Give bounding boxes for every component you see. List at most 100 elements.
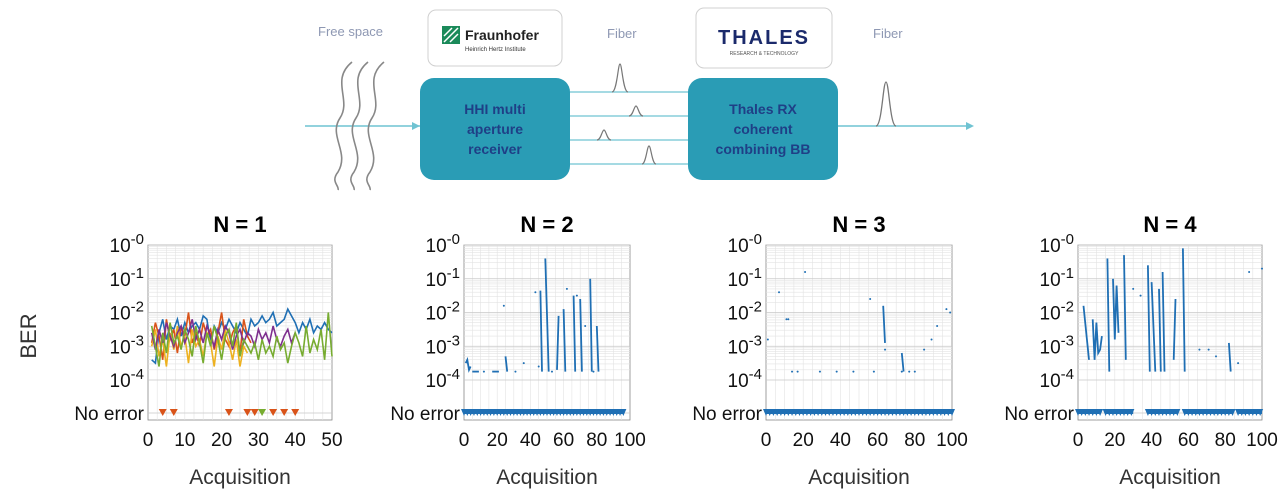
y-tick-label: 10-4 (1040, 366, 1074, 392)
fraunhofer-logo-name: Fraunhofer (465, 27, 539, 43)
x-axis-label: Acquisition (189, 466, 291, 489)
no-error-marker (1257, 409, 1264, 416)
x-tick-label: 40 (830, 430, 851, 451)
series-line-segment (1082, 305, 1090, 360)
y-tick-label: 10-4 (728, 366, 762, 392)
y-tick-label: 10-1 (426, 265, 460, 291)
panel-title: N = 1 (213, 212, 266, 237)
data-point (1261, 267, 1263, 270)
series-line-segment (589, 278, 593, 372)
data-point (514, 370, 517, 373)
no-error-marker (280, 409, 289, 416)
hhi-receiver-box (420, 78, 570, 180)
series-line-segment (1147, 265, 1151, 372)
data-point (818, 370, 821, 373)
y-tick-label: 10-2 (1040, 299, 1074, 325)
free-space-wavefronts-icon (334, 61, 385, 191)
data-point (913, 370, 916, 373)
thales-logo-sub: RESEARCH & TECHNOLOGY (730, 51, 799, 57)
thales-combiner-box (688, 78, 838, 180)
series-line-segment (1150, 282, 1157, 372)
series-line-segment (504, 356, 509, 372)
series-line-segment (1123, 255, 1127, 360)
data-point (537, 365, 540, 368)
ber-panels: N = 1 10-0 10-1 10-2 10-3 10-4 No error 0 10 20 30… (74, 212, 1278, 489)
y-tick-label: 10-2 (426, 299, 460, 325)
x-tick-label: 10 (174, 430, 195, 451)
fiber-links (570, 91, 688, 165)
no-error-marker (949, 409, 955, 416)
data-point (1207, 348, 1210, 351)
thales-box-line-2: coherent (733, 121, 792, 137)
series-line-segment (1091, 319, 1103, 360)
y-tick-label: 10-1 (728, 265, 762, 291)
x-tick-label: 60 (553, 430, 574, 451)
grid (766, 245, 952, 420)
no-error-marker (269, 409, 278, 416)
series-line-segment (1106, 258, 1111, 372)
grid (148, 245, 332, 420)
no-error-tick-label: No error (692, 404, 762, 425)
y-tick-label: 10-2 (728, 299, 762, 325)
fraunhofer-logo: Fraunhofer Heinrich Hertz Institute (427, 9, 563, 67)
data-point (502, 304, 505, 307)
no-error-marker (291, 409, 300, 416)
series-line-segment (579, 298, 583, 372)
system-diagram: Free space Fraunhofer Heinrich Hertz Ins… (305, 7, 974, 191)
data-point (1198, 348, 1201, 351)
x-tick-label: 60 (867, 430, 888, 451)
x-tick-label: 80 (904, 430, 925, 451)
data-point (1139, 294, 1142, 297)
ber-axis-label: BER (16, 313, 41, 358)
ber-panel-1: N = 1 10-0 10-1 10-2 10-3 10-4 No error 0 10 20 30… (74, 212, 342, 489)
y-tick-label: 10-3 (110, 332, 144, 358)
series-line-1 (151, 307, 333, 365)
data-point (575, 294, 578, 297)
x-tick-label: 40 (285, 430, 306, 451)
thales-box-line-1: Thales RX (729, 101, 797, 117)
y-tick-label: 10-4 (110, 366, 144, 392)
data-point (884, 348, 887, 351)
x-tick-label: 20 (1104, 430, 1125, 451)
series-line-segment (882, 305, 886, 343)
series-line-segment (539, 290, 543, 372)
no-error-marker (243, 409, 252, 416)
data-point (584, 325, 587, 327)
data-point (796, 370, 799, 373)
y-tick-label: 10-1 (1040, 265, 1074, 291)
data-point (945, 308, 948, 311)
series-line-segment (562, 309, 567, 372)
x-tick-label: 0 (459, 430, 470, 451)
series-line-segment (900, 352, 905, 372)
series-line-segment (572, 295, 577, 372)
y-tick-label: 10-0 (1040, 231, 1074, 257)
x-tick-label: 0 (761, 430, 772, 451)
data-point (522, 362, 525, 365)
no-error-marker (224, 409, 233, 416)
data-point (785, 318, 788, 321)
no-error-marker (1229, 409, 1236, 416)
series-line-segment (1112, 278, 1120, 340)
data-point (565, 287, 568, 290)
grid (1078, 245, 1262, 420)
no-error-marker (620, 409, 627, 416)
x-tick-label: 20 (793, 430, 814, 451)
ber-panel-3: N = 3 10-0 10-1 10-2 10-3 10-4 No error 0 20 40 60… (692, 212, 968, 489)
x-tick-label: 80 (586, 430, 607, 451)
output-beam-arrow (966, 122, 974, 130)
thales-logo-name: THALES (718, 27, 810, 49)
fiber-label-2: Fiber (873, 26, 903, 41)
no-error-marker (169, 409, 178, 416)
series-line-segment (556, 315, 560, 370)
series-line-segment (464, 356, 472, 373)
data-point (1215, 355, 1217, 358)
output-pulse-icon (875, 81, 897, 127)
data-point (804, 271, 807, 273)
fiber-label-1: Fiber (607, 26, 637, 41)
no-error-marker (1174, 409, 1181, 416)
no-error-tick-label: No error (74, 404, 144, 425)
no-error-tick-label: No error (1004, 404, 1074, 425)
data-point (835, 370, 838, 373)
data-point (949, 311, 952, 314)
y-tick-label: 10-0 (728, 231, 762, 257)
